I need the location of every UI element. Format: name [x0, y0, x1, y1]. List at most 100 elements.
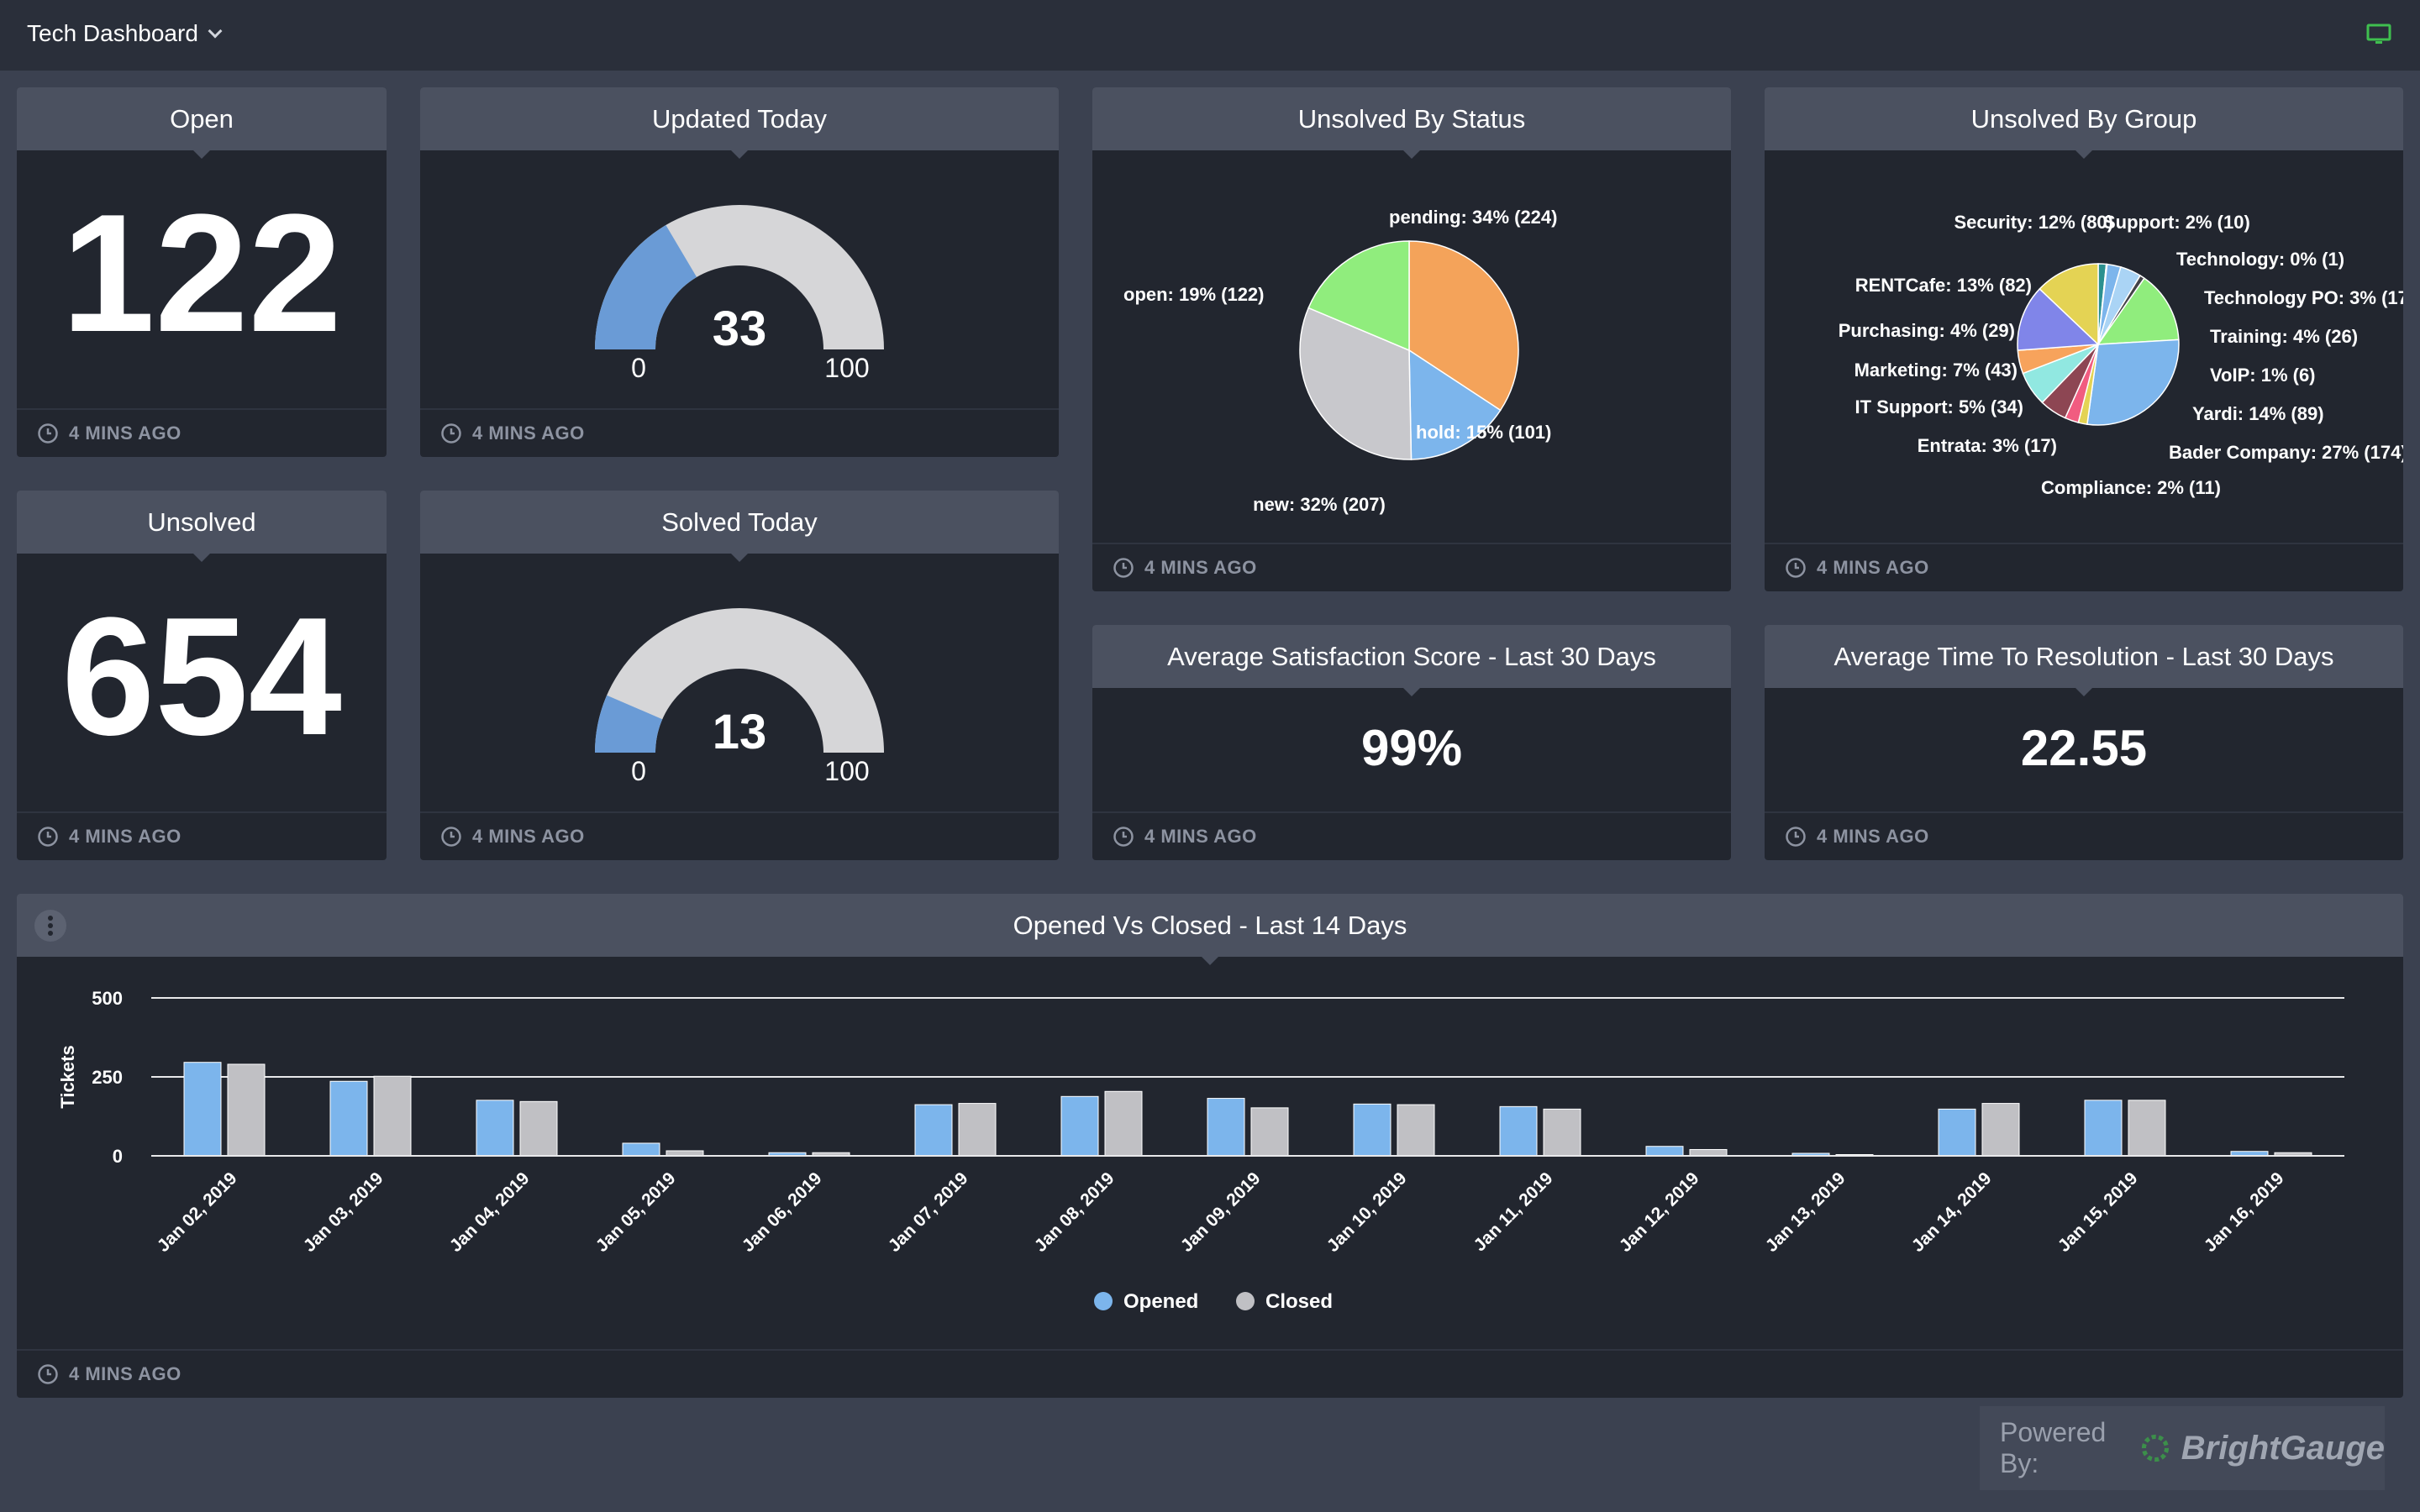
- bar-opened: [622, 1142, 660, 1157]
- bar-closed: [1543, 1108, 1581, 1157]
- x-tick-label: Jan 07, 2019: [885, 1168, 972, 1256]
- bar-opened: [1938, 1108, 1976, 1157]
- brand-name: BrightGauge: [2181, 1429, 2385, 1467]
- unsolved-count: 654: [61, 583, 342, 770]
- x-tick-label: Jan 16, 2019: [2201, 1168, 2288, 1256]
- widget-open[interactable]: Open 122 4 MINS AGO: [17, 87, 387, 457]
- widget-footer: 4 MINS AGO: [17, 1349, 2403, 1398]
- gauge-track: [595, 608, 884, 753]
- widget-title: Unsolved By Status: [1092, 87, 1731, 159]
- bar-closed: [958, 1103, 997, 1157]
- last-updated: 4 MINS AGO: [472, 423, 585, 444]
- widget-menu-icon[interactable]: [34, 909, 67, 942]
- pie-label: pending: 34% (224): [1389, 207, 1557, 228]
- bar-chart: 0 250 500 Tickets Jan 02, 2019 Jan 03, 2019 Ja…: [57, 988, 2344, 1313]
- widget-unsolved-by-group[interactable]: Unsolved By Group Support: 2% (10) Techno…: [1765, 87, 2403, 591]
- bar-opened: [329, 1080, 368, 1157]
- pie-label: Training: 4% (26): [2210, 326, 2358, 347]
- widget-opened-vs-closed[interactable]: Opened Vs Closed - Last 14 Days 0 250 500 T…: [17, 894, 2403, 1398]
- x-tick-label: Jan 11, 2019: [1470, 1168, 1557, 1255]
- pie-label: Marketing: 7% (43): [1854, 360, 2018, 381]
- widget-title: Unsolved: [17, 491, 387, 562]
- pie-label: Security: 12% (80): [1954, 212, 2113, 233]
- legend-label: Opened: [1123, 1290, 1198, 1313]
- bar-closed: [227, 1063, 266, 1157]
- pie-label: VoIP: 1% (6): [2210, 365, 2316, 386]
- widget-unsolved[interactable]: Unsolved 654 4 MINS AGO: [17, 491, 387, 860]
- bar-opened: [1353, 1103, 1392, 1157]
- widget-title: Solved Today: [420, 491, 1059, 562]
- last-updated: 4 MINS AGO: [69, 826, 182, 847]
- gauge-solved-today: [595, 608, 884, 753]
- gauge-value: 13: [712, 705, 767, 759]
- dashboard-selector[interactable]: Tech Dashboard: [27, 20, 223, 47]
- last-updated: 4 MINS AGO: [1144, 557, 1257, 578]
- x-tick-label: Jan 05, 2019: [592, 1168, 680, 1256]
- gauge-max-label: 100: [824, 756, 870, 786]
- widget-title: Average Satisfaction Score - Last 30 Day…: [1092, 625, 1731, 696]
- x-tick-label: Jan 13, 2019: [1762, 1168, 1849, 1256]
- x-tick-label: Jan 15, 2019: [2054, 1168, 2142, 1256]
- pie-label: Technology: 0% (1): [2176, 249, 2344, 270]
- monitor-icon[interactable]: [2366, 24, 2391, 45]
- widget-satisfaction[interactable]: Average Satisfaction Score - Last 30 Day…: [1092, 625, 1731, 860]
- widget-title: Average Time To Resolution - Last 30 Day…: [1765, 625, 2403, 696]
- clock-icon: [1113, 827, 1134, 847]
- widget-title: Opened Vs Closed - Last 14 Days: [17, 894, 2403, 965]
- bar-opened: [183, 1062, 222, 1157]
- legend-marker: [1236, 1292, 1255, 1310]
- widget-footer: 4 MINS AGO: [1765, 811, 2403, 860]
- widget-title: Open: [17, 87, 387, 159]
- y-tick-label: 250: [92, 1067, 123, 1088]
- x-tick-label: Jan 06, 2019: [739, 1168, 826, 1256]
- pie-chart-group: Support: 2% (10) Technology: 0% (1) Techno…: [1839, 212, 2403, 498]
- widget-title: Unsolved By Group: [1765, 87, 2403, 159]
- last-updated: 4 MINS AGO: [1817, 826, 1929, 847]
- pie-slice: [2017, 287, 2100, 351]
- satisfaction-value: 99%: [1360, 720, 1463, 776]
- pie-slice: [2096, 277, 2180, 345]
- gauge-fill: [595, 224, 697, 349]
- widget-solved-today[interactable]: Solved Today 13 0 100 4 MINS AGO: [420, 491, 1059, 860]
- resolution-value: 22.55: [2020, 720, 2148, 776]
- x-tick-label: Jan 08, 2019: [1031, 1168, 1118, 1256]
- chevron-down-icon: [208, 24, 223, 39]
- last-updated: 4 MINS AGO: [472, 826, 585, 847]
- legend-marker: [1094, 1292, 1113, 1310]
- gauge-min-label: 0: [631, 756, 646, 786]
- bar-closed: [519, 1100, 558, 1157]
- gauge-min-label: 0: [631, 353, 646, 383]
- pie-label: Purchasing: 4% (29): [1839, 320, 2015, 341]
- x-tick-label: Jan 03, 2019: [300, 1168, 387, 1256]
- pie-label: Yardi: 14% (89): [2192, 403, 2324, 424]
- pie-slice: [2086, 339, 2180, 426]
- pie-label: Support: 2% (10): [2103, 212, 2250, 233]
- pie-slice: [1307, 240, 1410, 352]
- widget-footer: 4 MINS AGO: [1092, 543, 1731, 591]
- pie-chart-status: pending: 34% (224) hold: 15% (101) new: 32…: [1123, 207, 1557, 515]
- x-tick-label: Jan 12, 2019: [1616, 1168, 1703, 1256]
- widget-footer: 4 MINS AGO: [17, 811, 387, 860]
- powered-label: Powered By:: [2000, 1417, 2107, 1478]
- bar-opened: [1060, 1095, 1099, 1157]
- clock-icon: [1786, 558, 1806, 578]
- bar-opened: [476, 1100, 514, 1157]
- clock-icon: [441, 827, 461, 847]
- widget-footer: 4 MINS AGO: [1765, 543, 2403, 591]
- widget-footer: 4 MINS AGO: [17, 408, 387, 457]
- widget-unsolved-by-status[interactable]: Unsolved By Status pending: 34% (224) hol…: [1092, 87, 1731, 591]
- widget-updated-today[interactable]: Updated Today 33 0 100 4 MINS AGO: [420, 87, 1059, 457]
- widget-resolution-time[interactable]: Average Time To Resolution - Last 30 Day…: [1765, 625, 2403, 860]
- x-tick-label: Jan 02, 2019: [154, 1168, 241, 1256]
- pie-label: Technology PO: 3% (17): [2204, 287, 2403, 308]
- x-tick-label: Jan 04, 2019: [446, 1168, 534, 1256]
- y-tick-label: 0: [113, 1146, 123, 1167]
- bar-closed: [1250, 1107, 1289, 1157]
- gauge-max-label: 100: [824, 353, 870, 383]
- widget-footer: 4 MINS AGO: [420, 408, 1059, 457]
- gauge-value: 33: [712, 302, 767, 356]
- y-tick-label: 500: [92, 988, 123, 1009]
- pie-label: RENTCafe: 13% (82): [1855, 275, 2032, 296]
- last-updated: 4 MINS AGO: [1817, 557, 1929, 578]
- bar-closed: [1397, 1104, 1435, 1157]
